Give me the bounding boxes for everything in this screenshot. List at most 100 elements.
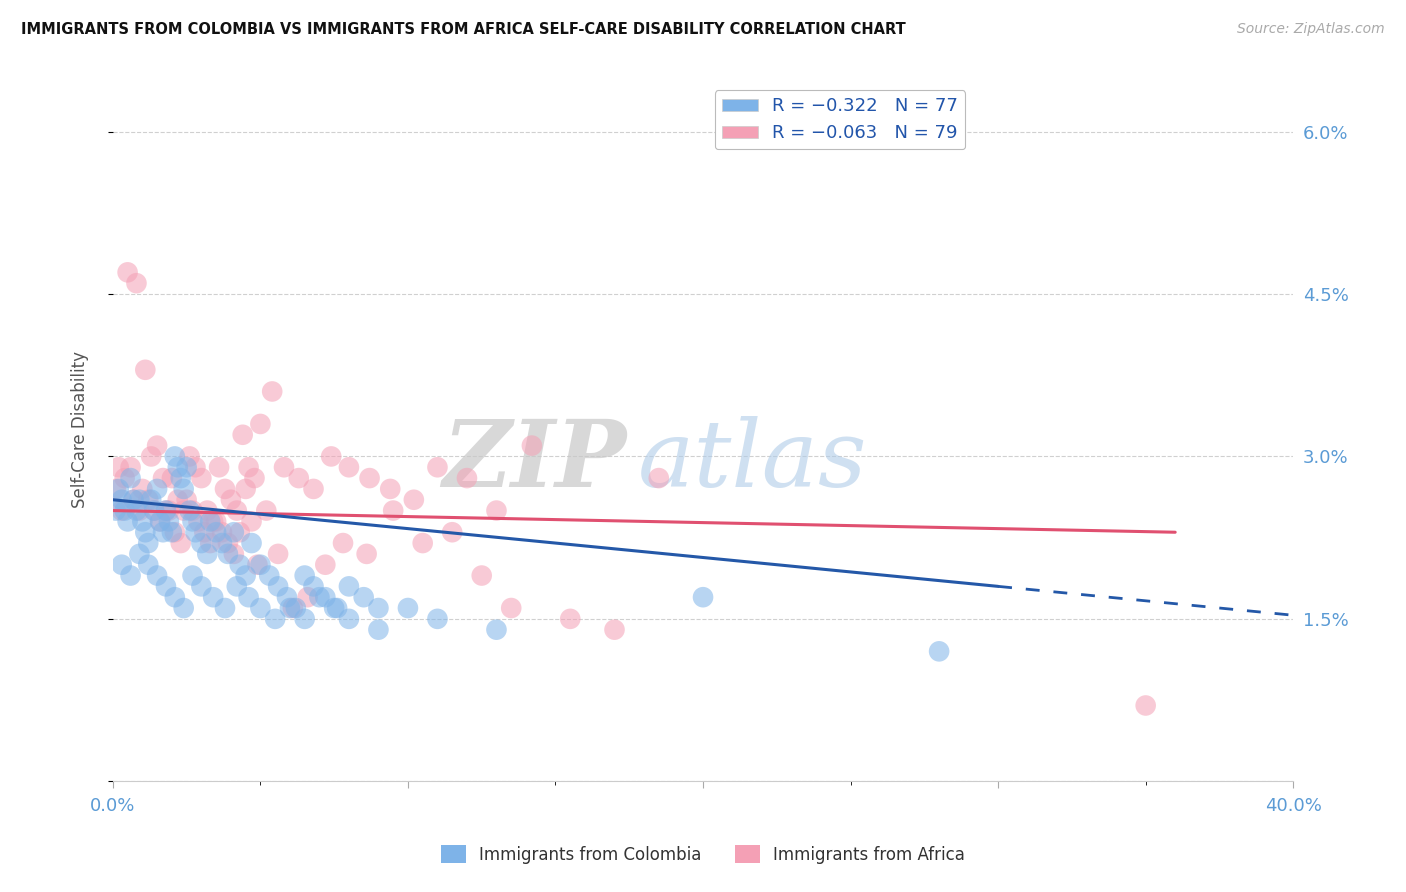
Point [190, 536, 212, 550]
Point [501, 601, 523, 615]
Point [219, 492, 242, 507]
Point [160, 525, 183, 540]
Point [402, 492, 425, 507]
Point [134, 525, 156, 540]
Point [214, 601, 236, 615]
Point [382, 503, 405, 517]
Point [648, 471, 671, 485]
Point [155, 503, 177, 517]
Point [302, 579, 325, 593]
Point [267, 547, 290, 561]
Point [111, 492, 134, 507]
Point [367, 623, 389, 637]
Point [170, 471, 193, 485]
Point [278, 601, 301, 615]
Point [214, 482, 236, 496]
Point [560, 612, 582, 626]
Point [111, 503, 134, 517]
Point [520, 439, 543, 453]
Point [332, 536, 354, 550]
Point [396, 601, 419, 615]
Point [128, 547, 150, 561]
Point [692, 591, 714, 605]
Point [131, 515, 153, 529]
Legend: Immigrants from Colombia, Immigrants from Africa: Immigrants from Colombia, Immigrants fro… [434, 838, 972, 871]
Point [249, 601, 271, 615]
Point [184, 460, 207, 475]
Point [235, 568, 257, 582]
Point [173, 482, 195, 496]
Point [485, 503, 508, 517]
Point [323, 601, 346, 615]
Text: atlas: atlas [638, 416, 868, 506]
Point [211, 525, 233, 540]
Point [152, 525, 174, 540]
Point [104, 503, 127, 517]
Point [187, 515, 209, 529]
Point [195, 503, 218, 517]
Point [249, 417, 271, 431]
Point [217, 547, 239, 561]
Point [179, 450, 201, 464]
Point [181, 515, 204, 529]
Point [240, 536, 263, 550]
Point [380, 482, 402, 496]
Point [229, 525, 252, 540]
Point [122, 492, 145, 507]
Point [205, 515, 228, 529]
Point [120, 460, 142, 475]
Point [141, 450, 163, 464]
Point [146, 439, 169, 453]
Point [184, 525, 207, 540]
Legend: R = −0.322   N = 77, R = −0.063   N = 79: R = −0.322 N = 77, R = −0.063 N = 79 [714, 90, 966, 150]
Point [146, 568, 169, 582]
Point [125, 276, 148, 290]
Point [114, 503, 136, 517]
Point [217, 536, 239, 550]
Point [149, 515, 172, 529]
Point [426, 460, 449, 475]
Point [166, 460, 188, 475]
Point [155, 579, 177, 593]
Point [181, 503, 204, 517]
Point [284, 601, 307, 615]
Point [107, 460, 129, 475]
Point [193, 525, 215, 540]
Point [146, 482, 169, 496]
Point [166, 492, 188, 507]
Point [321, 450, 343, 464]
Point [181, 568, 204, 582]
Point [471, 568, 494, 582]
Point [134, 363, 156, 377]
Point [281, 601, 304, 615]
Point [200, 536, 222, 550]
Point [603, 623, 626, 637]
Point [117, 265, 139, 279]
Point [141, 492, 163, 507]
Point [302, 482, 325, 496]
Point [211, 536, 233, 550]
Point [225, 503, 247, 517]
Point [122, 492, 145, 507]
Point [107, 482, 129, 496]
Point [173, 601, 195, 615]
Text: Source: ZipAtlas.com: Source: ZipAtlas.com [1237, 22, 1385, 37]
Point [143, 503, 166, 517]
Point [157, 515, 180, 529]
Point [456, 471, 478, 485]
Point [128, 503, 150, 517]
Point [170, 536, 193, 550]
Point [928, 644, 950, 658]
Point [235, 482, 257, 496]
Point [249, 558, 271, 572]
Point [176, 492, 198, 507]
Text: IMMIGRANTS FROM COLOMBIA VS IMMIGRANTS FROM AFRICA SELF-CARE DISABILITY CORRELAT: IMMIGRANTS FROM COLOMBIA VS IMMIGRANTS F… [21, 22, 905, 37]
Point [222, 525, 245, 540]
Point [114, 471, 136, 485]
Point [287, 471, 309, 485]
Point [136, 536, 159, 550]
Point [353, 591, 375, 605]
Point [337, 612, 360, 626]
Point [136, 492, 159, 507]
Point [149, 515, 172, 529]
